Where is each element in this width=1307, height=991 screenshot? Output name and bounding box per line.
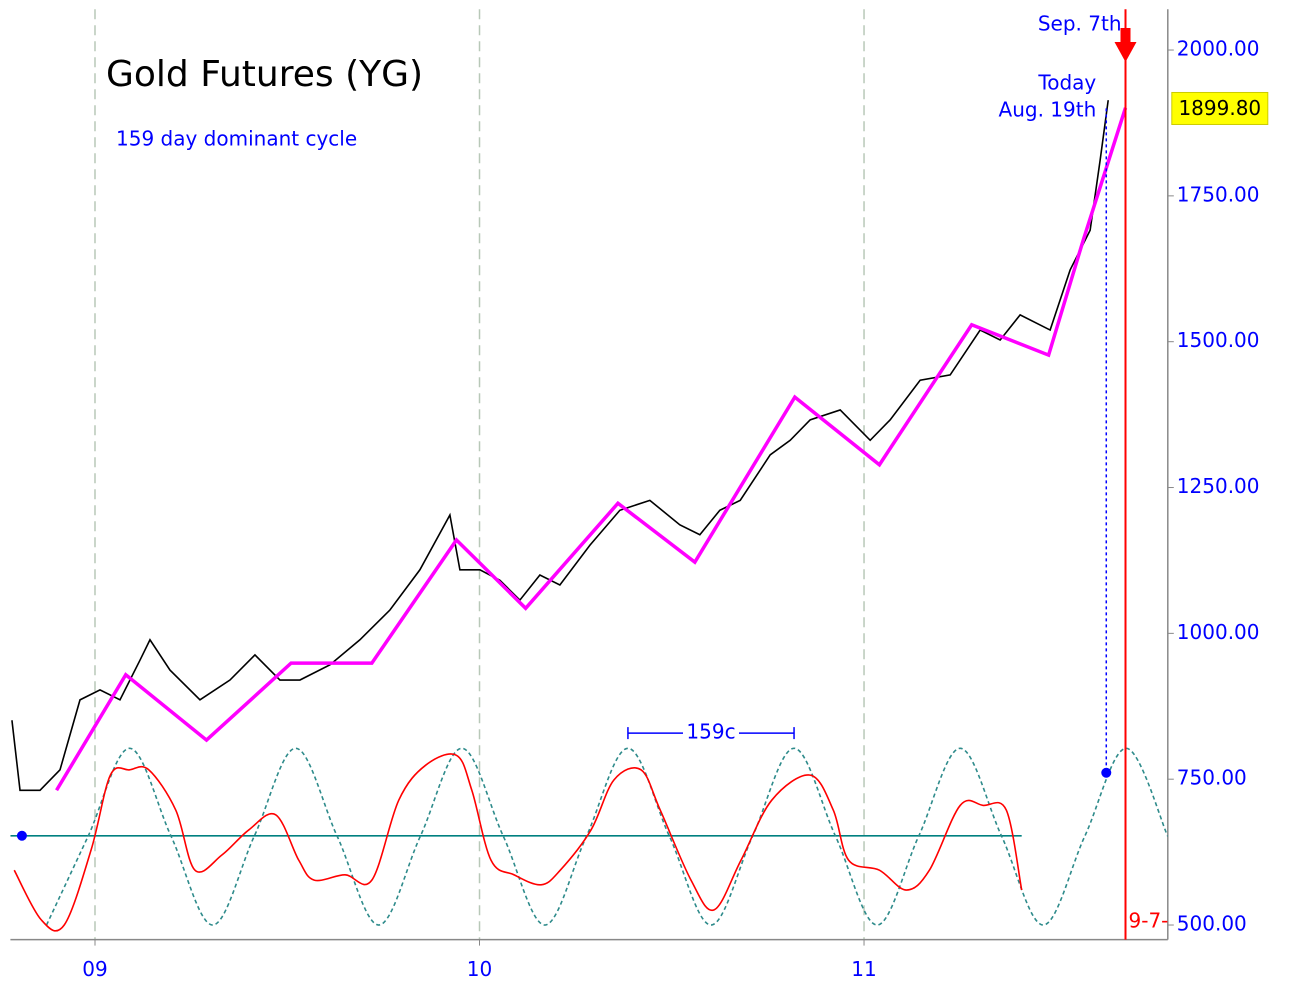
target-label: Sep. 7th (1038, 12, 1122, 36)
chart-subtitle: 159 day dominant cycle (116, 127, 357, 151)
series-line (13, 753, 1023, 932)
target-arrow-stem (1120, 28, 1131, 44)
series-line (45, 747, 1168, 926)
point (16, 830, 27, 841)
y-tick-label: 1000.00 (1177, 620, 1260, 644)
x-tick-label: 09 (82, 957, 107, 981)
y-tick-label: 1750.00 (1177, 182, 1260, 206)
y-tick-label: 500.00 (1177, 912, 1247, 936)
last-price-box (1171, 91, 1269, 125)
x-tick-label: 11 (851, 957, 876, 981)
cycle-label-bg (682, 722, 739, 745)
last-price-label: 1899.80 (1178, 96, 1261, 120)
y-tick-label: 1250.00 (1177, 474, 1260, 498)
chart-title: Gold Futures (YG) (106, 54, 423, 95)
y-tick-label: 2000.00 (1177, 37, 1260, 61)
point (1101, 767, 1112, 778)
today-label: Aug. 19th (999, 98, 1097, 122)
series-line (55, 107, 1128, 792)
x-tick-label: 10 (467, 957, 492, 981)
y-tick-label: 1500.00 (1177, 328, 1260, 352)
cycle-label: 159c (686, 720, 735, 744)
today-label: Today (1037, 71, 1096, 95)
y-tick-label: 750.00 (1177, 766, 1247, 790)
target-bottom-label: 9-7- (1129, 909, 1169, 933)
series-line (11, 100, 1109, 792)
target-arrow (1114, 42, 1137, 62)
